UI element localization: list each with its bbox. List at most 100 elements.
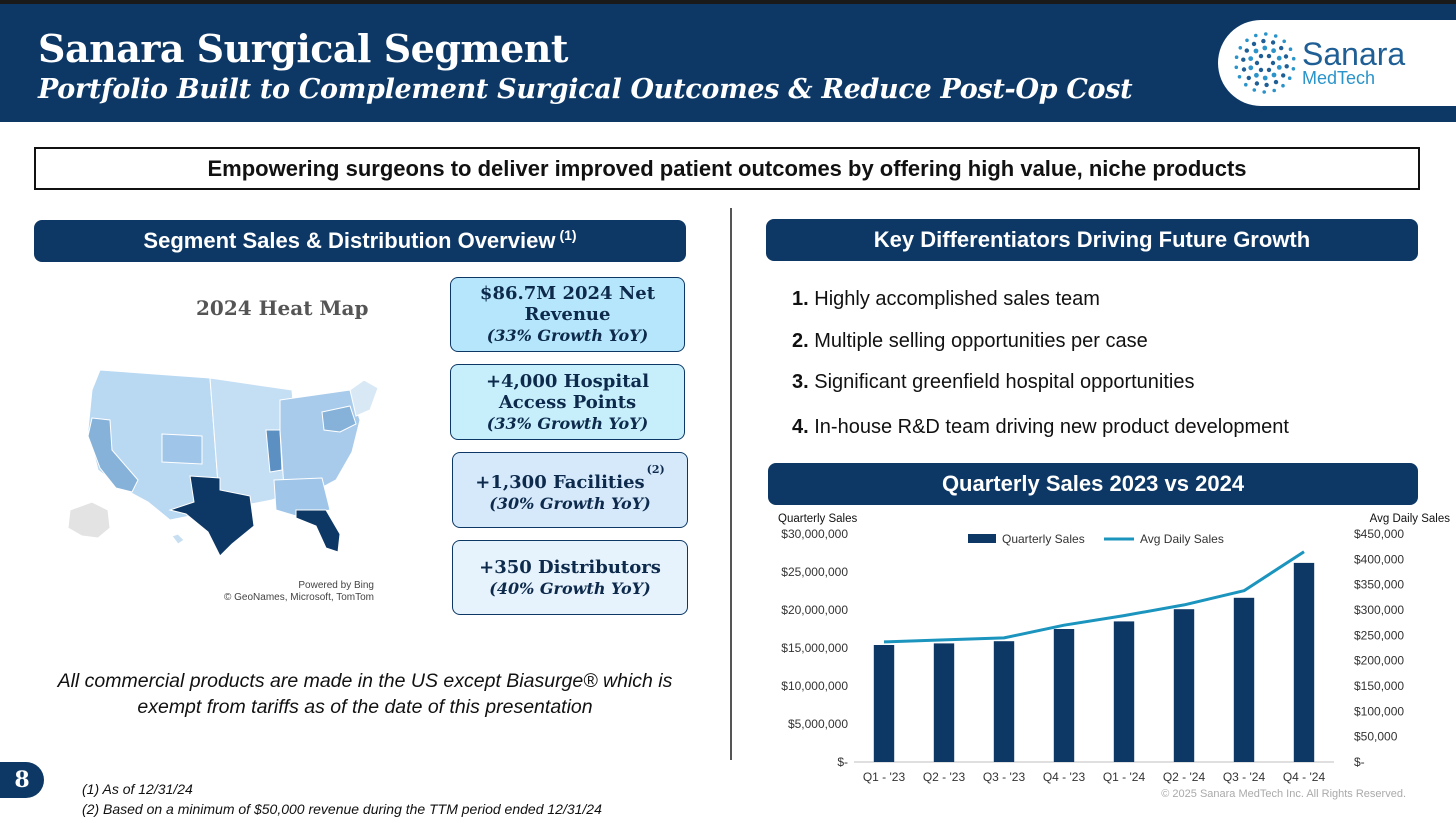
stat-growth: (33% Growth YoY) [486,326,649,345]
header-footnote-marker: (1) [559,227,577,243]
hospital-access-stat: +4,000 Hospital Access Points (33% Growt… [450,364,685,440]
map-credits: Powered by Bing © GeoNames, Microsoft, T… [220,580,374,604]
logo-dot [1266,67,1272,73]
logo-dot [1281,83,1285,88]
logo-dot [1258,67,1264,73]
logo-dot [1271,72,1277,78]
right-tick-label: $50,000 [1354,730,1398,744]
logo-dot [1253,48,1259,54]
right-tick-label: $250,000 [1354,628,1404,642]
copyright-notice: © 2025 Sanara MedTech Inc. All Rights Re… [1161,788,1406,800]
logo-dot [1270,40,1276,45]
tagline-box: Empowering surgeons to deliver improved … [34,147,1420,190]
logo-dot [1279,45,1284,51]
logo-dot [1276,65,1282,70]
map-california [87,417,139,493]
logo-dot [1283,54,1289,59]
list-item-text: In-house R&D team driving new product de… [814,416,1289,438]
logo-dot [1287,76,1292,80]
right-tick-label: $150,000 [1354,679,1404,693]
logo-dot [1291,67,1296,71]
top-edge-line [0,0,1456,4]
page-subtitle: Portfolio Built to Complement Surgical O… [38,74,1133,105]
list-item: 3. Significant greenfield hospital oppor… [792,371,1195,394]
list-item: 2. Multiple selling opportunities per ca… [792,330,1148,353]
stat-value: +1,300 Facilities [475,471,645,493]
list-item-number: 4. [792,416,809,438]
left-tick-label: $5,000,000 [788,717,848,731]
bar-quarterly-sales [873,645,895,762]
stat-value: +350 Distributors [479,556,661,578]
map-hawaii [171,533,185,545]
quarterly-sales-header: Quarterly Sales 2023 vs 2024 [768,463,1418,505]
list-item-text: Multiple selling opportunities per case [814,330,1148,352]
logo-dot-mark-icon [1234,32,1296,94]
right-tick-label: $200,000 [1354,654,1404,668]
bar-quarterly-sales [933,643,955,762]
right-tick-label: $350,000 [1354,578,1404,592]
stat-value: $86.7M 2024 Net Revenue [479,283,656,325]
map-illinois [265,429,283,473]
logo-dot [1251,41,1257,47]
bar-quarterly-sales [1173,609,1195,762]
logo-dot [1254,60,1260,66]
logo-dot [1262,45,1268,51]
x-tick-label: Q4 - '23 [1043,770,1086,784]
net-revenue-stat: $86.7M 2024 Net Revenue (33% Growth YoY) [450,277,685,352]
logo-dot [1271,48,1276,54]
quarterly-sales-chart: Quarterly Sales Avg Daily Sales $- $5,000,0… [778,513,1451,784]
list-item-number: 2. [792,330,809,352]
us-heat-map [67,369,379,557]
stat-value: +4,000 Hospital Access Points [485,370,650,413]
logo-dot [1241,67,1247,72]
legend-label-avg-daily-sales: Avg Daily Sales [1140,532,1224,546]
logo-submark: MedTech [1302,68,1376,88]
logo-dot [1254,72,1259,78]
x-tick-label: Q3 - '23 [983,770,1026,784]
logo-dot [1282,39,1286,44]
page-title: Sanara Surgical Segment [38,26,568,71]
right-tick-label: $- [1354,755,1365,769]
logo-dot [1258,53,1264,59]
left-tick-label: $25,000,000 [781,565,848,579]
logo-dot [1281,73,1286,78]
logo-dot [1234,65,1239,70]
bar-quarterly-sales [1233,597,1255,762]
logo-dot [1248,65,1254,71]
right-tick-label: $100,000 [1354,704,1404,718]
logo-dot [1276,55,1282,61]
logo-dot [1291,56,1296,61]
page-number-badge: 8 [0,762,44,798]
logo-dot [1264,32,1268,36]
x-tick-label: Q1 - '24 [1103,770,1146,784]
map-new-york [321,405,357,433]
stat-growth: (40% Growth YoY) [489,578,651,598]
logo-dot [1264,82,1269,88]
map-credit-sources: © GeoNames, Microsoft, TomTom [224,592,374,603]
list-item-text: Highly accomplished sales team [814,288,1100,310]
left-tick-label: $20,000,000 [781,603,848,617]
legend-label-quarterly-sales: Quarterly Sales [1002,532,1085,546]
left-axis-title: Quarterly Sales [778,513,858,525]
logo-dot [1237,75,1242,79]
right-axis-title: Avg Daily Sales [1370,513,1451,525]
logo-dot [1244,82,1248,87]
differentiators-header: Key Differentiators Driving Future Growt… [766,219,1418,261]
logo-dot [1254,81,1260,86]
right-tick-label: $400,000 [1354,552,1404,566]
made-in-us-line1: All commercial products are made in the … [57,670,673,692]
company-logo [1218,20,1456,106]
map-florida [295,509,341,553]
logo-dot [1245,38,1249,43]
bar-quarterly-sales [1293,562,1315,762]
stat-growth: (33% Growth YoY) [486,413,649,433]
left-tick-label: $10,000,000 [781,679,848,693]
stat-footnote-marker: (2) [646,462,665,476]
list-item-text: Significant greenfield hospital opportun… [814,371,1195,393]
sales-distribution-header: Segment Sales & Distribution Overview (1) [34,220,686,262]
logo-dot [1273,34,1278,38]
x-tick-label: Q2 - '23 [923,770,966,784]
logo-dot [1234,55,1239,59]
logo-dot [1270,60,1276,66]
line-avg-daily-sales [883,550,1305,644]
